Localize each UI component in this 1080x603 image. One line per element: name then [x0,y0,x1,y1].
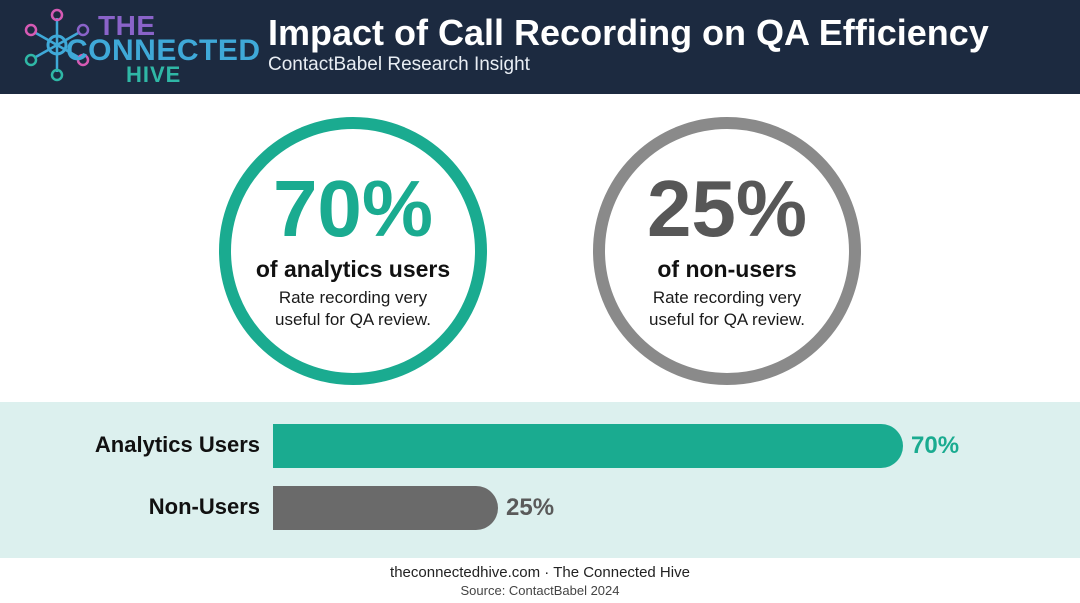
bar-row-non-users: Non-Users 25% [0,486,1080,530]
stat-ring-analytics-users: 70% of analytics users Rate recording ve… [219,117,487,385]
logo-text-connected: CONNECTED [66,34,261,67]
bar-analytics-users [273,424,903,468]
bar-track: 25% [273,486,1080,530]
bar-value-label: 70% [911,432,960,459]
footer-source: Source: ContactBabel 2024 [460,583,620,598]
header-banner: THE CONNECTED HIVE Impact of Call Record… [0,0,1080,94]
logo-text-the: THE [98,10,156,41]
brand-logo: THE CONNECTED HIVE [22,6,260,88]
page-title: Impact of Call Recording on QA Efficienc… [268,12,989,53]
bar-non-users [273,486,498,530]
page-subtitle: ContactBabel Research Insight [268,54,530,75]
stat-description: Rate recording very useful for QA review… [649,288,805,329]
bar-chart-panel: Analytics Users 70% Non-Users 25% [0,402,1080,558]
footer-site: theconnectedhive.com · The Connected Hiv… [390,564,690,581]
stat-label: of non-users [657,256,797,282]
stat-value: 25% [646,164,808,253]
stat-ring-non-users: 25% of non-users Rate recording very use… [593,117,861,385]
hive-network-icon [24,8,90,82]
bar-track: 70% [273,424,1080,468]
stat-label: of analytics users [255,256,451,282]
stat-value: 70% [272,164,434,253]
stat-description: Rate recording very useful for QA review… [275,288,431,329]
bar-row-analytics-users: Analytics Users 70% [0,424,1080,468]
bar-value-label: 25% [506,494,555,521]
bar-category-label: Non-Users [148,494,260,519]
logo-text-hive: HIVE [126,62,182,87]
bar-category-label: Analytics Users [94,432,260,457]
